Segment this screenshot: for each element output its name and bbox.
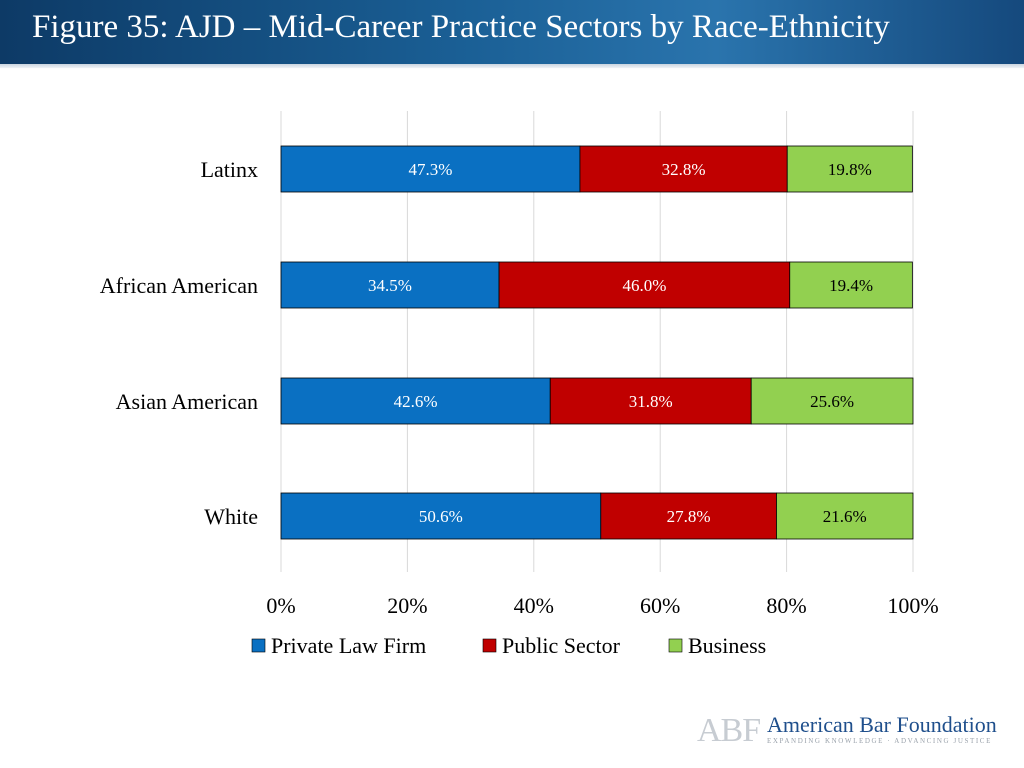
bar-segment [280, 377, 551, 425]
data-label: 31.8% [629, 392, 673, 411]
abf-logo-name: American Bar Foundation [767, 712, 997, 737]
bar-segment [579, 145, 788, 193]
bar-segment [549, 377, 752, 425]
page-title: Figure 35: AJD – Mid-Career Practice Sec… [32, 9, 890, 45]
legend-label: Business [688, 633, 766, 658]
bar-segment [776, 492, 914, 540]
x-tick-label: 80% [766, 593, 806, 618]
legend-swatch [251, 638, 266, 653]
data-label: 27.8% [667, 507, 711, 526]
data-label: 25.6% [810, 392, 854, 411]
x-tick-label: 0% [266, 593, 295, 618]
legend-label: Public Sector [502, 633, 621, 658]
header-divider [0, 64, 1024, 68]
bar-segment [786, 145, 913, 193]
data-label: 42.6% [394, 392, 438, 411]
data-label: 19.4% [829, 276, 873, 295]
category-label: Latinx [201, 157, 258, 182]
legend-swatch [668, 638, 683, 653]
data-label: 21.6% [823, 507, 867, 526]
data-label: 32.8% [662, 160, 706, 179]
abf-logo: ABF American Bar Foundation EXPANDING KN… [697, 712, 1007, 752]
abf-logo-tagline: EXPANDING KNOWLEDGE · ADVANCING JUSTICE [767, 737, 992, 745]
x-tick-label: 20% [387, 593, 427, 618]
header-bar: Figure 35: AJD – Mid-Career Practice Sec… [0, 0, 1024, 64]
category-label: White [204, 504, 258, 529]
category-label: African American [100, 273, 258, 298]
bar-segment [750, 377, 914, 425]
data-label: 50.6% [419, 507, 463, 526]
legend-swatch [482, 638, 497, 653]
bar-segment [280, 492, 602, 540]
data-label: 34.5% [368, 276, 412, 295]
bar-segment [600, 492, 777, 540]
category-label: Asian American [116, 389, 258, 414]
legend-label: Private Law Firm [271, 633, 426, 658]
bar-segment [789, 261, 913, 309]
data-label: 46.0% [622, 276, 666, 295]
bar-segment [280, 145, 581, 193]
bar-segment [498, 261, 791, 309]
abf-logo-mark: ABF [697, 712, 761, 749]
data-label: 19.8% [828, 160, 872, 179]
data-label: 47.3% [409, 160, 453, 179]
x-tick-label: 40% [514, 593, 554, 618]
x-tick-label: 100% [887, 593, 938, 618]
x-tick-label: 60% [640, 593, 680, 618]
